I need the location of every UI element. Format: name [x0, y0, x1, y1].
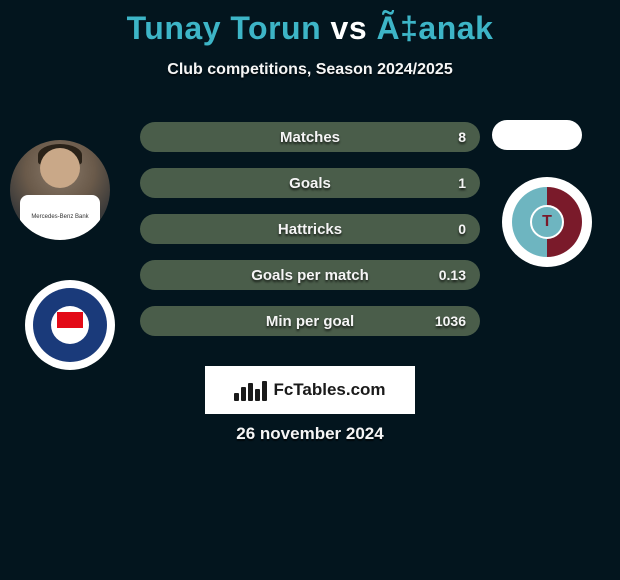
- stat-value: 8: [458, 129, 466, 145]
- stat-bar-hattricks: Hattricks 0: [140, 214, 480, 244]
- kasimpasa-logo-inner: [33, 288, 107, 362]
- stat-label: Goals: [289, 175, 331, 192]
- player1-club-logo: [25, 280, 115, 370]
- player1-name: Tunay Torun: [127, 10, 322, 46]
- stat-label: Goals per match: [251, 267, 369, 284]
- stat-bar-min-per-goal: Min per goal 1036: [140, 306, 480, 336]
- player2-avatar-placeholder: [492, 120, 582, 150]
- date: 26 november 2024: [0, 424, 620, 444]
- kasimpasa-logo-center: [51, 306, 89, 344]
- subtitle: Club competitions, Season 2024/2025: [0, 61, 620, 79]
- trabzon-logo-inner: T: [512, 187, 582, 257]
- turkish-flag-icon: [57, 312, 83, 328]
- player1-avatar: Mercedes-Benz Bank: [10, 140, 110, 240]
- stat-label: Matches: [280, 129, 340, 146]
- stat-label: Min per goal: [266, 313, 354, 330]
- stat-label: Hattricks: [278, 221, 342, 238]
- player1-head: [40, 148, 80, 188]
- stat-value: 0: [458, 221, 466, 237]
- stat-bar-goals: Goals 1: [140, 168, 480, 198]
- player2-name: Ã‡anak: [377, 10, 494, 46]
- stat-value: 0.13: [439, 267, 466, 283]
- vs-word: vs: [331, 10, 368, 46]
- comparison-title: Tunay Torun vs Ã‡anak: [0, 0, 620, 47]
- player1-shirt: Mercedes-Benz Bank: [20, 195, 100, 240]
- fctables-badge[interactable]: FcTables.com: [205, 366, 415, 414]
- stat-bar-matches: Matches 8: [140, 122, 480, 152]
- stat-value: 1036: [435, 313, 466, 329]
- fctables-text: FcTables.com: [273, 380, 385, 400]
- stat-bar-goals-per-match: Goals per match 0.13: [140, 260, 480, 290]
- stat-value: 1: [458, 175, 466, 191]
- player2-club-logo: T: [502, 177, 592, 267]
- player1-shirt-text: Mercedes-Benz Bank: [31, 214, 88, 221]
- stats-container: Matches 8 Goals 1 Hattricks 0 Goals per …: [140, 122, 480, 352]
- bar-chart-icon: [234, 379, 267, 401]
- trabzon-logo-center: T: [530, 205, 564, 239]
